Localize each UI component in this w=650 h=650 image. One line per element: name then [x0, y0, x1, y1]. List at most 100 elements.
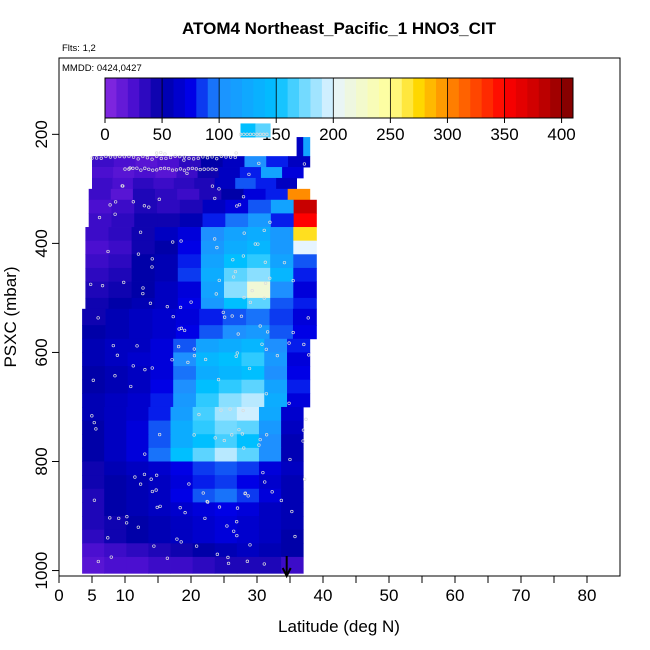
sample-marker: [216, 377, 221, 382]
sample-marker: [210, 167, 214, 171]
sample-marker: [268, 220, 272, 224]
heatmap-cell: [92, 156, 115, 168]
sample-marker: [248, 543, 252, 547]
heatmap-cell: [170, 475, 194, 490]
heatmap-cell: [214, 556, 238, 574]
sample-marker: [104, 154, 108, 159]
heatmap-cell: [177, 188, 200, 201]
colorbar-tick-label: 250: [376, 125, 404, 144]
sample-marker: [192, 347, 196, 351]
sample-marker: [230, 314, 234, 318]
heatmap-cell: [153, 177, 175, 190]
heatmap-cell: [108, 297, 132, 310]
sample-marker: [201, 491, 205, 495]
heatmap-cell: [108, 254, 132, 269]
sample-marker: [96, 559, 101, 564]
sample-markers: [89, 132, 311, 566]
sample-marker: [228, 155, 233, 159]
heatmap-cell: [202, 213, 226, 228]
sample-marker: [138, 230, 143, 234]
sample-marker: [141, 286, 145, 290]
sample-marker: [262, 228, 266, 232]
sample-marker: [90, 156, 94, 160]
sample-marker: [159, 156, 163, 161]
sample-marker: [194, 544, 199, 548]
heatmap-cell: [270, 281, 294, 299]
heatmap-cell: [224, 281, 248, 299]
heatmap-cell: [200, 297, 225, 310]
sample-marker: [113, 212, 117, 216]
sample-marker: [224, 155, 228, 159]
colorbar-segment: [436, 78, 448, 118]
heatmap-cell: [173, 177, 195, 190]
sample-marker: [265, 330, 270, 334]
heatmap-cell: [192, 556, 216, 574]
colorbar-segment: [139, 78, 152, 118]
y-tick-label: 800: [32, 447, 51, 475]
heatmap-cell: [276, 177, 297, 190]
colorbar-segment: [378, 78, 391, 118]
sample-marker: [203, 357, 208, 362]
heatmap-cell: [177, 297, 202, 310]
heatmap-cell: [150, 379, 174, 394]
heatmap-cell: [281, 406, 304, 421]
heatmap-cell: [85, 227, 109, 242]
sample-marker: [100, 284, 105, 288]
heatmap-cell: [266, 156, 289, 168]
sample-marker: [235, 533, 239, 538]
sample-marker: [217, 505, 222, 509]
heatmap-cell: [126, 447, 149, 462]
sample-marker: [136, 157, 140, 161]
heatmap-cell: [236, 406, 260, 421]
heatmap-cell: [258, 543, 282, 558]
sample-marker: [117, 516, 121, 520]
sample-marker: [290, 509, 294, 514]
colorbar-segment: [105, 78, 117, 118]
colorbar-tick-label: 200: [319, 125, 347, 144]
heatmap-cell: [154, 240, 179, 255]
sample-marker: [291, 330, 295, 335]
heatmap-cell: [179, 199, 203, 214]
sample-marker: [248, 300, 253, 305]
sample-marker: [178, 305, 183, 310]
sample-marker: [240, 432, 245, 436]
sample-marker: [197, 412, 201, 417]
heatmap-cell: [88, 213, 112, 228]
heatmap-cell: [264, 393, 288, 408]
heatmap-cell: [126, 529, 149, 544]
sample-marker: [150, 265, 154, 269]
sample-marker: [236, 332, 240, 336]
sample-marker: [287, 341, 291, 345]
heatmap-cell: [241, 393, 265, 408]
heatmap-cell: [126, 434, 149, 449]
heatmap-cell: [236, 475, 260, 490]
heatmap-cell: [222, 325, 247, 340]
sample-marker: [262, 296, 266, 300]
heatmap-cell: [150, 393, 174, 408]
heatmap-cell: [293, 254, 317, 269]
colorbar-segment: [447, 78, 460, 118]
sample-marker: [214, 167, 218, 172]
heatmap-cell: [241, 379, 265, 394]
sample-marker: [210, 184, 215, 188]
sample-marker: [242, 132, 246, 136]
heatmap-cell: [270, 254, 294, 269]
sample-marker: [90, 414, 94, 418]
colorbar-segment: [230, 78, 243, 118]
heatmap-cell: [281, 502, 304, 517]
sample-marker: [213, 196, 217, 201]
sample-marker: [131, 155, 136, 159]
colorbar-segment: [458, 78, 471, 118]
heatmap-cell: [192, 502, 216, 517]
heatmap-cell: [148, 516, 171, 531]
heatmap-cell: [126, 556, 149, 574]
sample-marker: [228, 407, 232, 411]
sample-marker: [151, 168, 155, 172]
heatmap-cell: [128, 308, 153, 326]
heatmap-cell: [173, 379, 197, 394]
heatmap-cell: [127, 393, 151, 408]
sample-marker: [142, 204, 147, 208]
sample-marker: [174, 168, 179, 172]
